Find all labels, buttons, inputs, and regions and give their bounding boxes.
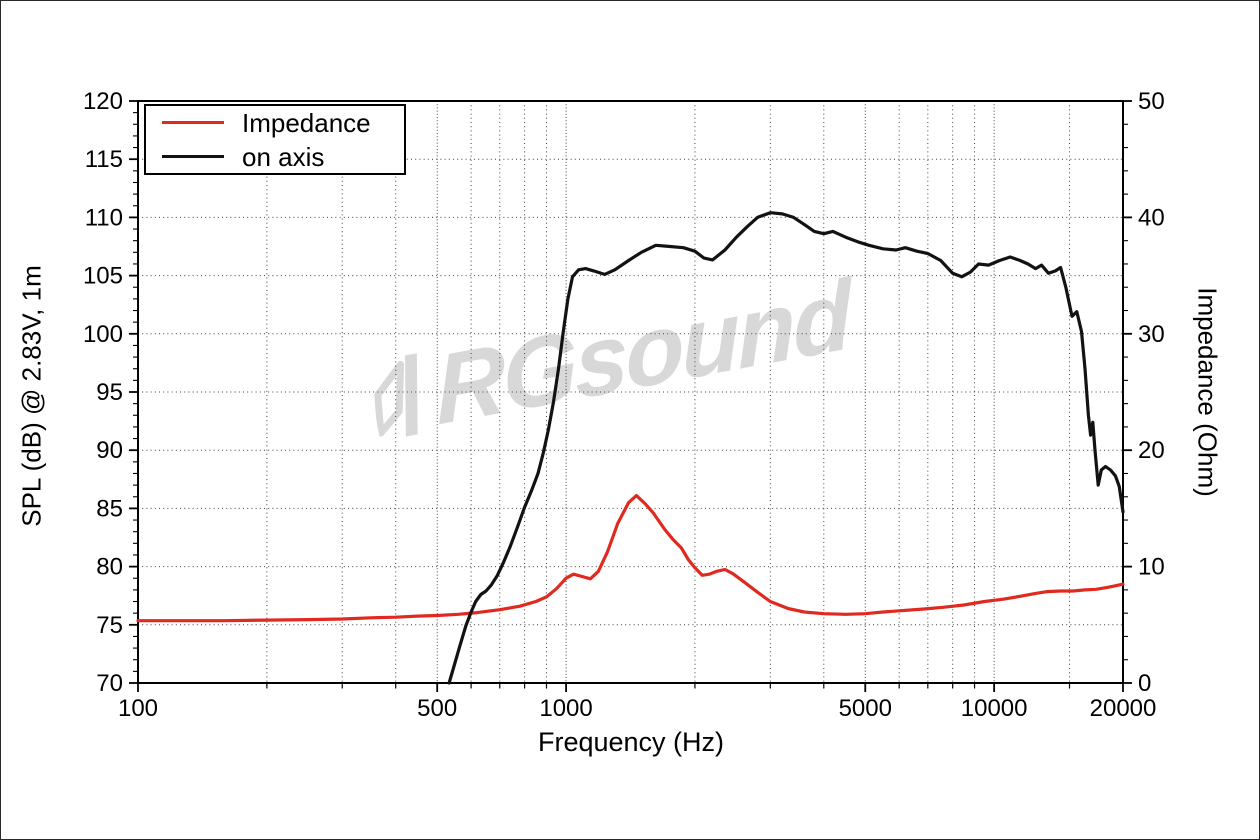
y-right-tick-label: 20 [1138,437,1165,464]
x-tick-label: 10000 [961,695,1028,722]
x-tick-label: 20000 [1090,695,1157,722]
legend-label-on-axis: on axis [242,141,325,172]
y-right-tick-label: 40 [1138,204,1165,231]
legend-item-impedance: Impedance [162,109,404,137]
legend: Impedance on axis [144,104,406,175]
right-axis-title: Impedance (Ohm) [1192,287,1223,497]
y-right-tick-label: 0 [1138,670,1151,697]
x-tick-label: 5000 [839,695,892,722]
y-left-tick-label: 105 [83,263,123,290]
x-axis-title: Frequency (Hz) [537,727,725,757]
left-axis-title: SPL (dB) @ 2.83V, 1m [16,265,47,527]
spl-curve [447,211,1125,685]
y-left-tick-label: 110 [85,204,123,231]
y-left-tick-label: 100 [83,321,123,348]
legend-item-on-axis: on axis [162,143,404,171]
on-axis-line-swatch [162,155,224,158]
legend-label-impedance: Impedance [242,107,371,138]
plot-frame [137,100,1124,684]
y-left-tick-label: 75 [96,612,123,639]
y-left-tick-label: 80 [96,554,123,581]
impedance-line-swatch [162,121,224,124]
y-right-tick-label: 50 [1138,88,1165,115]
y-left-tick-label: 115 [85,146,123,173]
y-left-tick-label: 70 [96,670,123,697]
y-left-tick-label: 95 [96,379,123,406]
x-tick-label: 1000 [539,695,592,722]
y-right-tick-label: 10 [1138,554,1165,581]
x-tick-label: 100 [118,695,158,722]
impedance-curve [136,494,1125,623]
y-left-tick-label: 85 [96,495,123,522]
x-tick-label: 500 [417,695,457,722]
y-right-tick-label: 30 [1138,321,1165,348]
y-left-tick-label: 120 [83,88,123,115]
y-left-tick-label: 90 [96,437,123,464]
